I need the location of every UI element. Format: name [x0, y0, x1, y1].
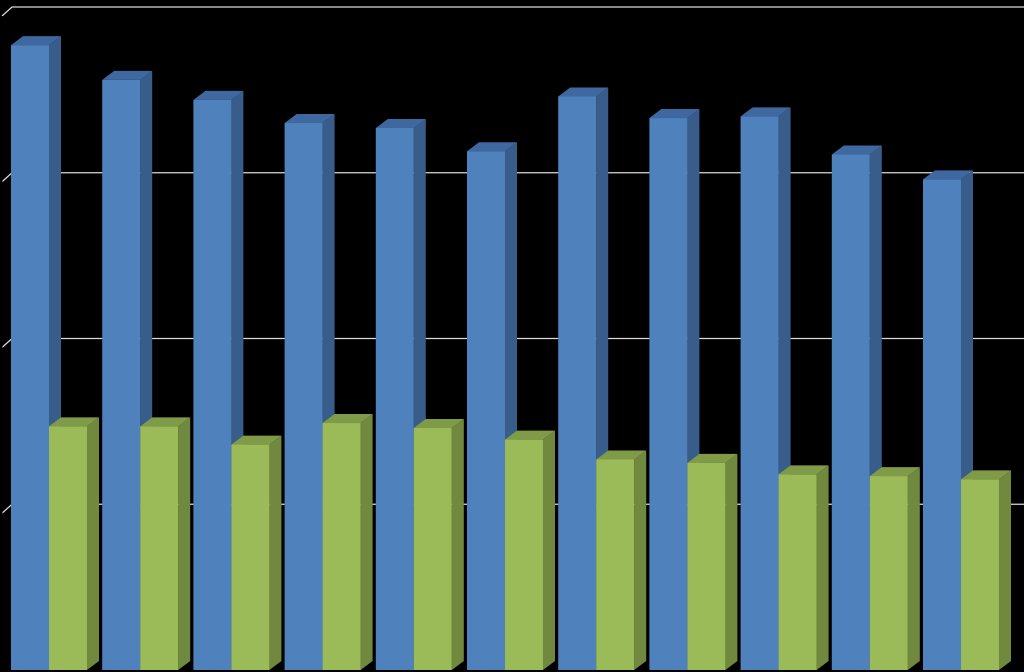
bar-1-8: [649, 109, 700, 671]
bar-side-face: [87, 417, 99, 670]
bar-1-2: [102, 70, 153, 671]
bar-2-10: [869, 467, 920, 670]
bar-top-face: [193, 90, 244, 100]
bar-side-face: [360, 414, 373, 670]
bar-top-face: [505, 430, 555, 440]
bar-front-face: [284, 123, 323, 670]
bar-front-face: [49, 426, 87, 670]
bar-front-face: [413, 428, 452, 670]
bar-top-face: [140, 417, 191, 427]
bar-side-face: [816, 465, 829, 670]
bar-front-face: [231, 444, 270, 670]
bar-front-face: [558, 96, 597, 670]
bar-top-face: [284, 114, 335, 124]
bar-top-face: [961, 470, 1011, 480]
bar-top-face: [740, 107, 791, 117]
bar-front-face: [140, 426, 179, 670]
bar-front-face: [193, 99, 232, 670]
bar-side-face: [269, 435, 282, 670]
bar-top-face: [558, 87, 609, 97]
bar-top-face: [375, 118, 426, 128]
bar-top-face: [869, 467, 920, 477]
bar-front-face: [375, 127, 414, 670]
bar-2-11: [961, 470, 1011, 670]
bar-top-face: [467, 142, 517, 152]
bar-side-face: [451, 419, 464, 670]
bar-front-face: [740, 116, 779, 670]
bar-top-face: [322, 414, 373, 424]
bar-1-3: [193, 90, 244, 670]
bar-2-2: [140, 417, 191, 670]
bar-2-3: [231, 435, 282, 670]
bar-side-face: [999, 470, 1011, 670]
bar-side-face: [725, 453, 738, 670]
bar-top-face: [596, 450, 647, 460]
bar-top-face: [687, 453, 738, 463]
bar-top-face: [102, 70, 153, 80]
bar-top-face: [413, 419, 464, 429]
bar-2-8: [687, 453, 738, 670]
bar-front-face: [322, 423, 361, 670]
bars: [11, 36, 1011, 671]
bar-front-face: [923, 179, 961, 670]
bar-front-face: [831, 154, 870, 670]
bar-front-face: [687, 462, 726, 670]
bar-front-face: [505, 439, 543, 670]
bar-side-face: [178, 417, 191, 670]
bar-1-10: [831, 145, 882, 670]
bar-1-5: [375, 118, 426, 670]
bar-top-face: [923, 170, 973, 180]
bar-2-9: [778, 465, 829, 670]
bar-front-face: [596, 459, 635, 670]
bar-top-face: [649, 109, 700, 119]
bar-2-6: [505, 430, 555, 670]
bar-top-face: [778, 465, 829, 475]
bar-front-face: [11, 45, 49, 671]
bar-front-face: [467, 151, 505, 670]
bar-top-face: [11, 36, 61, 46]
bar-side-face: [907, 467, 920, 670]
bar-1-7: [558, 87, 609, 670]
bar-front-face: [961, 479, 999, 670]
bar-top-face: [831, 145, 882, 155]
bar-top-face: [231, 435, 282, 445]
bar-2-7: [596, 450, 647, 670]
bar-front-face: [869, 476, 908, 670]
bar-2-5: [413, 419, 464, 670]
bar-front-face: [649, 118, 688, 671]
bar-2-1: [49, 417, 99, 670]
bar-front-face: [778, 474, 817, 670]
gridline-4: [1, 6, 1024, 17]
bar-2-4: [322, 414, 373, 670]
bar-side-face: [543, 430, 555, 670]
bar-side-face: [634, 450, 647, 670]
bar-front-face: [102, 79, 141, 671]
bar-top-face: [49, 417, 99, 427]
